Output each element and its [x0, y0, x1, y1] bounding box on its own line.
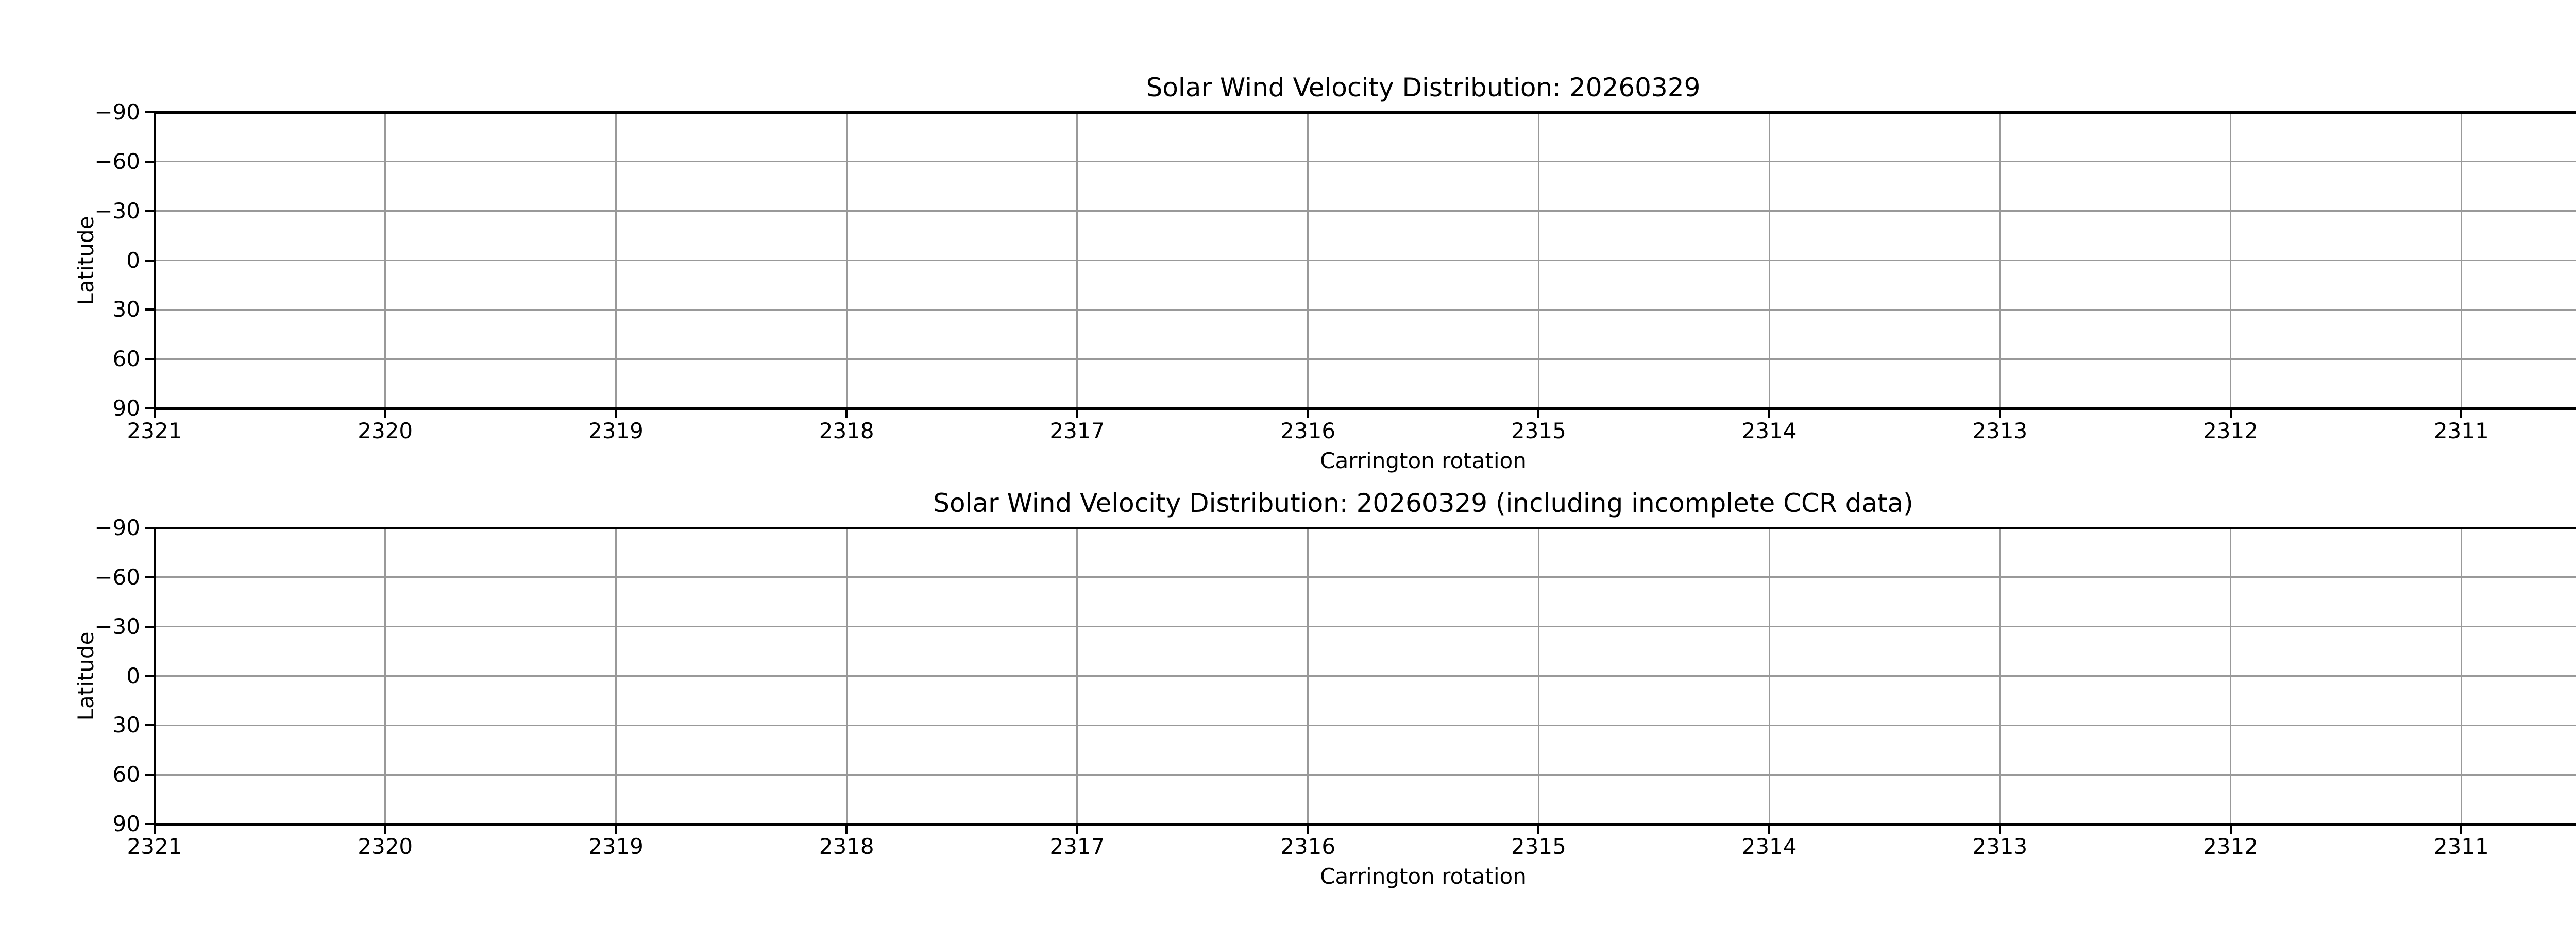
top-plot-h-gridline	[155, 210, 2576, 212]
top-plot-x-tick-label: 2311	[2433, 418, 2489, 443]
top-plot-y-tick-mark	[145, 407, 154, 409]
top-plot-x-tick-label: 2314	[1741, 418, 1797, 443]
bottom-plot-x-tick-mark	[1998, 825, 2001, 834]
top-plot-y-tick-mark	[145, 358, 154, 360]
bottom-plot-x-tick-label: 2312	[2203, 834, 2258, 859]
bottom-plot-y-tick-mark	[145, 774, 154, 776]
top-plot-y-tick-label: −30	[94, 198, 140, 224]
bottom-plot-y-tick-mark	[145, 823, 154, 825]
bottom-plot-h-gridline	[155, 576, 2576, 578]
bottom-plot-x-tick-mark	[845, 825, 848, 834]
bottom-plot-x-tick-label: 2321	[127, 834, 182, 859]
top-plot-x-tick-label: 2312	[2203, 418, 2258, 443]
bottom-plot-axes	[153, 526, 2576, 826]
top-plot-y-tick-label: −90	[94, 99, 140, 125]
top-plot-y-tick-mark	[145, 111, 154, 113]
bottom-plot-x-tick-label: 2313	[1972, 834, 2028, 859]
bottom-plot-y-axis-label: Latitude	[73, 631, 98, 720]
top-plot-x-tick-mark	[615, 409, 617, 418]
bottom-plot-x-tick-label: 2318	[819, 834, 874, 859]
top-plot-h-gridline	[155, 161, 2576, 163]
top-plot-x-tick-mark	[384, 409, 386, 418]
bottom-plot-h-gridline	[155, 774, 2576, 776]
bottom-plot-x-tick-mark	[1768, 825, 1771, 834]
top-plot-y-tick-mark	[145, 308, 154, 311]
bottom-plot-x-tick-label: 2316	[1280, 834, 1336, 859]
bottom-plot-x-tick-mark	[1537, 825, 1540, 834]
bottom-plot-y-tick-mark	[145, 527, 154, 529]
top-plot-x-tick-label: 2321	[127, 418, 182, 443]
bottom-plot-y-tick-mark	[145, 675, 154, 677]
bottom-plot-y-tick-label: 90	[112, 811, 140, 836]
top-plot-title: Solar Wind Velocity Distribution: 202603…	[1146, 73, 1701, 102]
top-plot-axes	[153, 111, 2576, 410]
bottom-plot-x-tick-mark	[384, 825, 386, 834]
bottom-plot-y-tick-mark	[145, 576, 154, 578]
bottom-plot-x-tick-mark	[615, 825, 617, 834]
top-plot-y-tick-mark	[145, 160, 154, 163]
top-plot-x-tick-label: 2317	[1049, 418, 1105, 443]
top-plot-y-tick-label: 60	[112, 346, 140, 372]
top-plot-x-axis-label: Carrington rotation	[1320, 448, 1527, 473]
bottom-plot-x-tick-mark	[1076, 825, 1078, 834]
bottom-plot-x-tick-label: 2320	[358, 834, 413, 859]
bottom-plot-x-tick-mark	[1307, 825, 1309, 834]
top-plot-x-tick-label: 2315	[1511, 418, 1566, 443]
top-plot-x-tick-mark	[2229, 409, 2232, 418]
bottom-plot-y-tick-label: −90	[94, 515, 140, 540]
bottom-plot-x-tick-mark	[2229, 825, 2232, 834]
bottom-plot-y-tick-label: 30	[112, 712, 140, 738]
top-plot-h-gridline	[155, 260, 2576, 261]
top-plot-x-tick-mark	[1998, 409, 2001, 418]
bottom-plot-x-tick-label: 2319	[588, 834, 643, 859]
bottom-plot-y-tick-label: −30	[94, 613, 140, 639]
bottom-plot-y-tick-label: 60	[112, 762, 140, 787]
bottom-plot-x-tick-label: 2317	[1049, 834, 1105, 859]
bottom-plot-h-gridline	[155, 675, 2576, 677]
bottom-plot-y-tick-mark	[145, 625, 154, 628]
top-plot-h-gridline	[155, 358, 2576, 360]
bottom-plot-h-gridline	[155, 626, 2576, 628]
bottom-plot-x-tick-mark	[2460, 825, 2463, 834]
top-plot-x-tick-label: 2320	[358, 418, 413, 443]
top-plot-x-tick-mark	[1537, 409, 1540, 418]
top-plot-y-axis-label: Latitude	[73, 216, 98, 305]
bottom-plot-y-tick-label: −60	[94, 564, 140, 590]
bottom-plot-y-tick-label: 0	[126, 663, 140, 689]
top-plot-y-tick-label: 90	[112, 396, 140, 421]
top-plot-x-tick-mark	[2460, 409, 2463, 418]
top-plot-x-tick-mark	[1768, 409, 1771, 418]
bottom-plot-x-axis-label: Carrington rotation	[1320, 864, 1527, 889]
top-plot-y-tick-label: 0	[126, 247, 140, 273]
top-plot-x-tick-mark	[845, 409, 848, 418]
bottom-plot-x-tick-label: 2311	[2433, 834, 2489, 859]
top-plot-x-tick-label: 2313	[1972, 418, 2028, 443]
bottom-plot-x-tick-label: 2314	[1741, 834, 1797, 859]
top-plot-y-tick-mark	[145, 259, 154, 262]
top-plot-x-tick-label: 2316	[1280, 418, 1336, 443]
top-plot-x-tick-mark	[1076, 409, 1078, 418]
bottom-plot-y-tick-mark	[145, 724, 154, 727]
top-plot-y-tick-label: −60	[94, 148, 140, 174]
top-plot-y-tick-label: 30	[112, 297, 140, 322]
top-plot-x-tick-label: 2319	[588, 418, 643, 443]
top-plot-y-tick-mark	[145, 210, 154, 212]
top-plot-h-gridline	[155, 308, 2576, 311]
top-plot-x-tick-mark	[1307, 409, 1309, 418]
bottom-plot-h-gridline	[155, 724, 2576, 726]
bottom-plot-title: Solar Wind Velocity Distribution: 202603…	[933, 488, 1913, 518]
top-plot-x-tick-mark	[154, 409, 156, 418]
bottom-plot-x-tick-mark	[154, 825, 156, 834]
bottom-plot-x-tick-label: 2315	[1511, 834, 1566, 859]
top-plot-x-tick-label: 2318	[819, 418, 874, 443]
